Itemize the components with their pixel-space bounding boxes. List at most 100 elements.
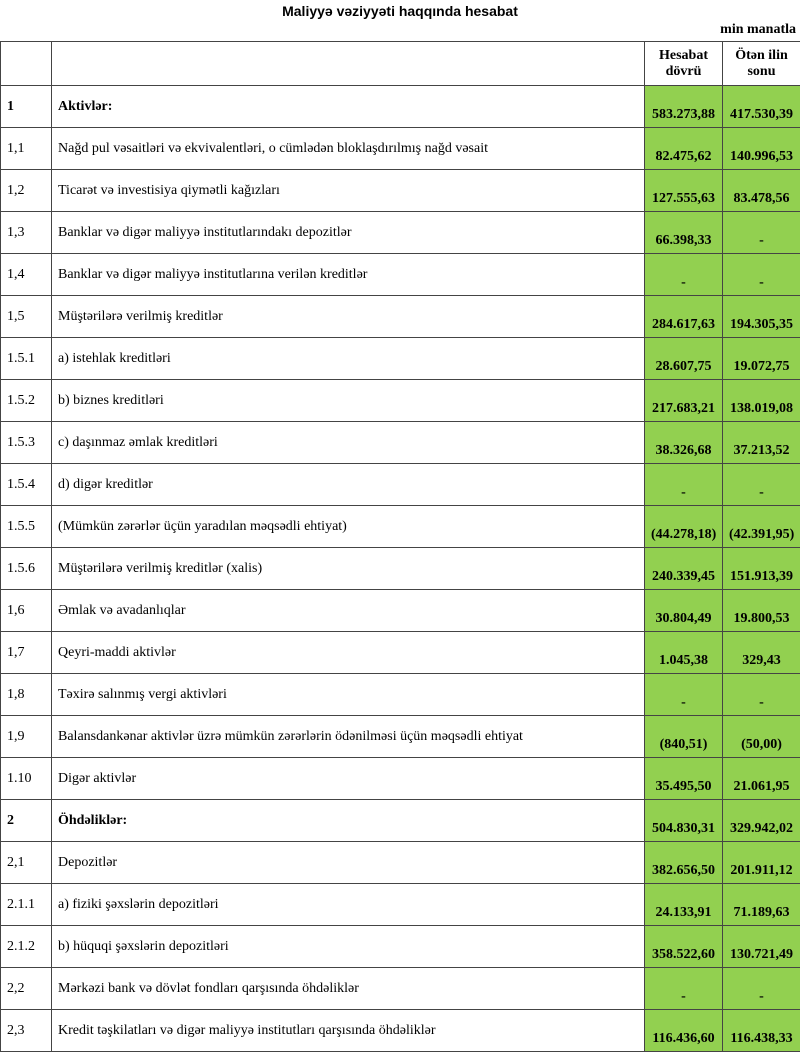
current-period-value: 358.522,60 [645,926,723,968]
current-period-value: 382.656,50 [645,842,723,884]
prior-year-value: 71.189,63 [723,884,800,926]
row-number: 1,9 [1,716,52,758]
row-number: 1,5 [1,296,52,338]
row-label: Təxirə salınmış vergi aktivləri [52,674,645,716]
current-period-value: 30.804,49 [645,590,723,632]
prior-year-value: - [723,464,800,506]
header-no [1,42,52,86]
table-row: 1.5.5(Mümkün zərərlər üçün yaradılan məq… [1,506,800,548]
row-number: 1,1 [1,128,52,170]
prior-year-value: 329,43 [723,632,800,674]
current-period-value: 504.830,31 [645,800,723,842]
row-label: d) digər kreditlər [52,464,645,506]
row-label: Kredit təşkilatları və digər maliyyə ins… [52,1010,645,1052]
row-number: 2.1.1 [1,884,52,926]
row-number: 1,7 [1,632,52,674]
row-number: 2,2 [1,968,52,1010]
row-label: Nağd pul vəsaitləri və ekvivalentləri, o… [52,128,645,170]
current-period-value: 35.495,50 [645,758,723,800]
prior-year-value: 37.213,52 [723,422,800,464]
prior-year-value: 140.996,53 [723,128,800,170]
unit-label: min manatla [720,22,796,38]
current-period-value: 1.045,38 [645,632,723,674]
row-label: Depozitlər [52,842,645,884]
prior-year-value: 194.305,35 [723,296,800,338]
report-title: Maliyyə vəziyyəti haqqında hesabat [0,3,800,19]
row-label: b) biznes kreditləri [52,380,645,422]
row-number: 1 [1,86,52,128]
row-label: c) daşınmaz əmlak kreditləri [52,422,645,464]
row-number: 1.5.5 [1,506,52,548]
prior-year-value: 19.800,53 [723,590,800,632]
current-period-value: - [645,968,723,1010]
row-label: (Mümkün zərərlər üçün yaradılan məqsədli… [52,506,645,548]
prior-year-value: 83.478,56 [723,170,800,212]
row-number: 1,4 [1,254,52,296]
current-period-value: (840,51) [645,716,723,758]
row-number: 1.5.1 [1,338,52,380]
current-period-value: 66.398,33 [645,212,723,254]
row-label: Banklar və digər maliyyə institutlarına … [52,254,645,296]
row-number: 1,3 [1,212,52,254]
row-label: Balansdankənar aktivlər üzrə mümkün zərə… [52,716,645,758]
current-period-value: 240.339,45 [645,548,723,590]
table-header: Hesabat dövrü Ötən ilin sonu [1,42,800,86]
row-number: 1.10 [1,758,52,800]
row-label: Müştərilərə verilmiş kreditlər (xalis) [52,548,645,590]
row-label: Öhdəliklər: [52,800,645,842]
row-number: 1,8 [1,674,52,716]
current-period-value: 217.683,21 [645,380,723,422]
prior-year-value: 417.530,39 [723,86,800,128]
row-number: 1,2 [1,170,52,212]
row-number: 1.5.4 [1,464,52,506]
row-number: 1.5.6 [1,548,52,590]
current-period-value: 28.607,75 [645,338,723,380]
row-number: 1.5.3 [1,422,52,464]
row-label: Müştərilərə verilmiş kreditlər [52,296,645,338]
row-label: a) fiziki şəxslərin depozitləri [52,884,645,926]
row-label: Qeyri-maddi aktivlər [52,632,645,674]
prior-year-value: - [723,674,800,716]
row-label: Banklar və digər maliyyə institutlarında… [52,212,645,254]
current-period-value: 82.475,62 [645,128,723,170]
current-period-value: 127.555,63 [645,170,723,212]
prior-year-value: 130.721,49 [723,926,800,968]
row-label: b) hüquqi şəxslərin depozitləri [52,926,645,968]
row-number: 2,3 [1,1010,52,1052]
prior-year-value: 201.911,12 [723,842,800,884]
row-label: Mərkəzi bank və dövlət fondları qarşısın… [52,968,645,1010]
row-number: 1.5.2 [1,380,52,422]
row-label: Aktivlər: [52,86,645,128]
current-period-value: 284.617,63 [645,296,723,338]
header-prior: Ötən ilin sonu [723,42,800,86]
current-period-value: 24.133,91 [645,884,723,926]
prior-year-value: - [723,968,800,1010]
current-period-value: - [645,254,723,296]
prior-year-value: - [723,212,800,254]
row-label: Ticarət və investisiya qiymətli kağızlar… [52,170,645,212]
row-label: Digər aktivlər [52,758,645,800]
prior-year-value: (50,00) [723,716,800,758]
row-label: Əmlak və avadanlıqlar [52,590,645,632]
prior-year-value: 329.942,02 [723,800,800,842]
prior-year-value: - [723,254,800,296]
prior-year-value: 21.061,95 [723,758,800,800]
row-number: 2,1 [1,842,52,884]
prior-year-value: 138.019,08 [723,380,800,422]
prior-year-value: (42.391,95) [723,506,800,548]
